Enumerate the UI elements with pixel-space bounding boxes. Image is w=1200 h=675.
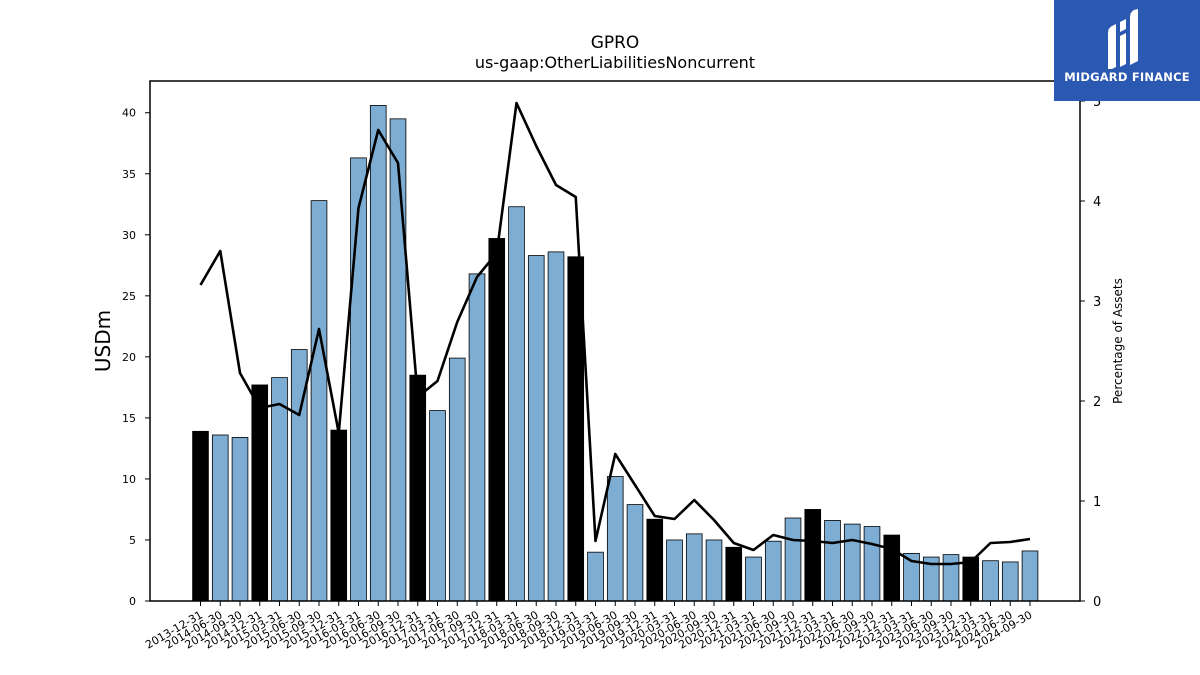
percentage-line [199,101,1031,566]
bar [626,504,644,602]
bar [883,534,901,602]
brand-name: MIDGARD FINANCE [1064,70,1190,84]
y2-axis-label: Percentage of Assets [1111,278,1125,404]
bar [982,560,999,602]
chart-title: GPRO [591,33,640,53]
bar [527,255,545,602]
bar [409,374,427,602]
bar [271,377,288,602]
plot-area: 05101520253035400123452013-12-312014-06-… [122,95,1101,652]
bar [231,437,249,602]
y2-tick-label: 5 [1093,95,1101,110]
bar [369,105,387,602]
bar [784,517,802,602]
bar [192,430,209,602]
y-tick-label: 25 [122,290,136,303]
y-tick-label: 30 [122,229,136,242]
bar [606,476,624,602]
y-axis-label: USDm [91,310,115,372]
bar [429,410,446,602]
y2-tick-label: 3 [1093,295,1101,310]
y-tick-label: 5 [129,534,136,547]
plot-frame [149,80,1081,602]
bar [804,509,822,602]
bar [448,357,466,602]
bar [745,556,762,602]
bar [587,551,604,602]
bar [468,273,486,602]
bar [646,518,664,602]
bar [1001,561,1019,602]
y2-tick-label: 0 [1093,595,1101,610]
bar [764,540,782,602]
bar [824,520,841,602]
y2-tick-label: 4 [1093,195,1101,210]
bar [725,546,743,602]
bar [211,434,229,602]
y-tick-label: 0 [129,595,136,608]
bar [389,118,407,602]
bar [942,554,960,602]
bar [488,238,506,602]
bar [863,526,881,602]
bar [843,523,861,602]
y-tick-label: 15 [122,412,136,425]
bar [350,157,367,602]
y2-tick-label: 2 [1093,395,1101,410]
y-tick-label: 20 [122,351,136,364]
y-tick-label: 35 [122,168,136,181]
y-tick-label: 10 [122,473,136,486]
bar [547,251,565,602]
bar [330,429,348,602]
bar [508,206,525,602]
bar [666,539,683,602]
bar [685,533,703,602]
bar [1021,550,1039,602]
bar [705,539,723,602]
chart-subtitle: us-gaap:OtherLiabilitiesNoncurrent [475,53,755,72]
brand-logo: MIDGARD FINANCE [1054,0,1200,101]
y2-tick-label: 1 [1093,495,1101,510]
bar [310,200,328,602]
bar [251,384,269,602]
y-tick-label: 40 [122,107,136,120]
midgard-logo-icon [1108,9,1138,69]
